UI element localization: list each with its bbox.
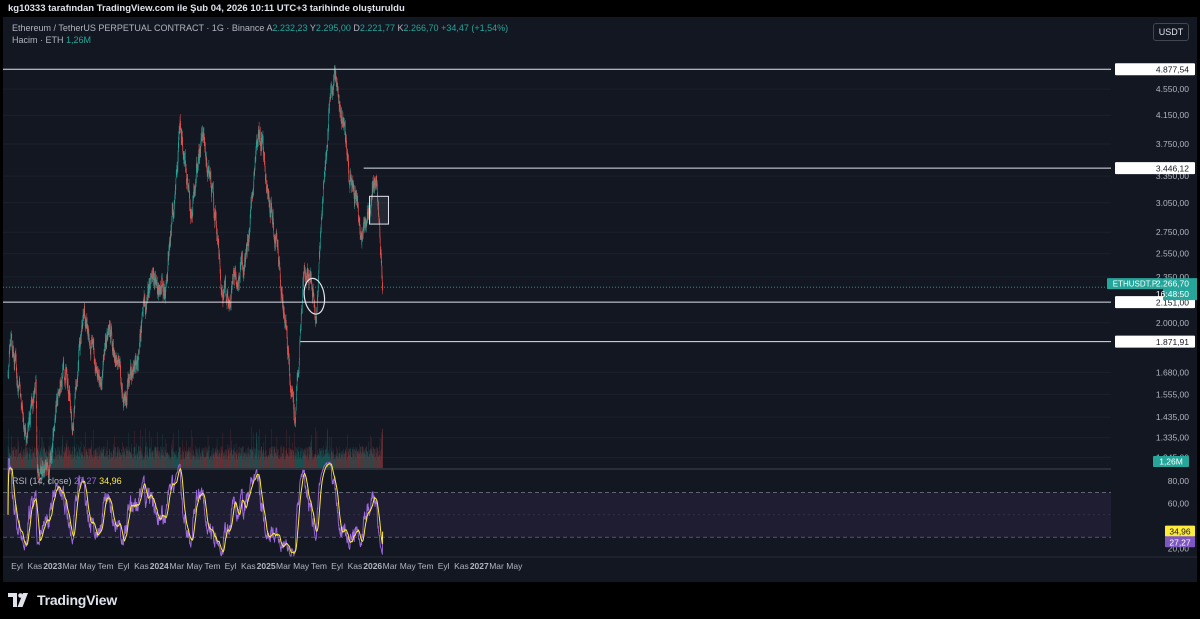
attribution-text: kg10333 tarafından TradingView.com ile Ş… — [8, 3, 405, 14]
candlesticks[interactable] — [7, 64, 383, 486]
chart-area[interactable]: 5.550,004.550,004.150,003.750,003.350,00… — [3, 17, 1197, 582]
attribution-bar: kg10333 tarafından TradingView.com ile Ş… — [0, 0, 1200, 17]
price-chart[interactable]: 5.550,004.550,004.150,003.750,003.350,00… — [3, 17, 1197, 582]
volume-bars — [7, 426, 383, 468]
grid — [3, 88, 1197, 470]
